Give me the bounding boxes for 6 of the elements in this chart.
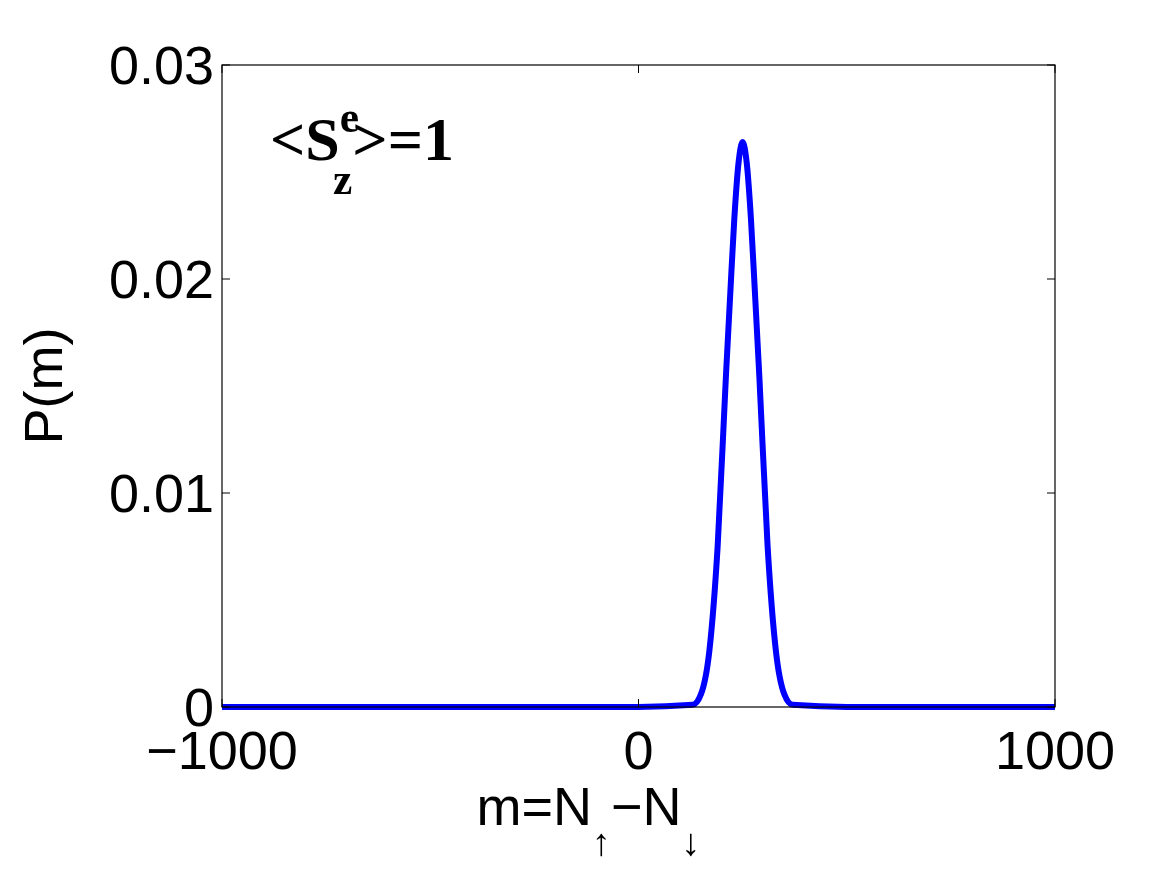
y-tick-label: 0.01 <box>108 463 214 523</box>
y-axis-title: P(m) <box>13 327 73 445</box>
annotation: <S$^{e}$$_{z}$>=1 <box>270 93 454 204</box>
y-tick-label: 0.02 <box>108 249 214 309</box>
y-tick-label: 0.03 <box>108 35 214 95</box>
x-tick-label: 1000 <box>994 720 1116 780</box>
